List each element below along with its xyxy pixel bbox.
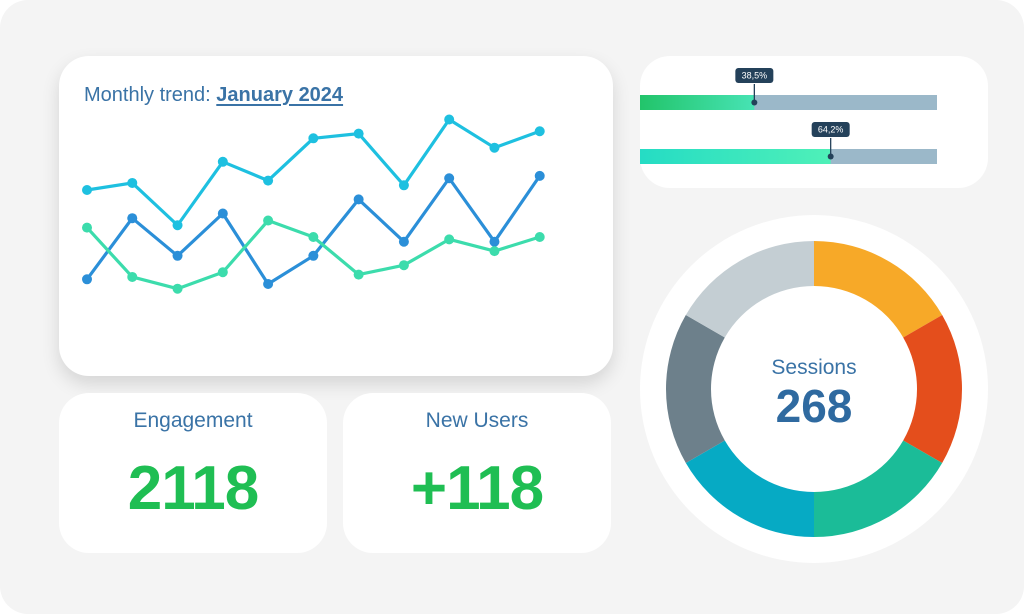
trend-series-1-point-11[interactable]	[534, 126, 545, 137]
trend-series-3-point-7[interactable]	[353, 269, 364, 280]
trend-series-3-point-2[interactable]	[127, 271, 138, 282]
trend-series-3-point-9[interactable]	[444, 234, 455, 245]
engagement-value: 2118	[127, 454, 260, 523]
trend-series-3-point-3[interactable]	[172, 283, 183, 294]
trend-title-prefix: Monthly trend:	[84, 84, 211, 106]
trend-series-2-point-1[interactable]	[82, 274, 92, 285]
new-users-label: New Users	[425, 409, 529, 432]
trend-series-1-point-9[interactable]	[444, 114, 455, 125]
sessions-label: Sessions	[771, 356, 857, 379]
trend-series-1-point-4[interactable]	[217, 156, 228, 167]
trend-series-2-point-4[interactable]	[217, 208, 228, 219]
trend-series-2-line	[85, 174, 542, 286]
monthly-trend-card: Monthly trend: January 2024	[59, 56, 613, 376]
donut-slice-2[interactable]	[903, 315, 962, 463]
new-users-value: +118	[410, 454, 544, 523]
donut-slice-5[interactable]	[666, 315, 725, 463]
sessions-card: Sessions 268	[640, 215, 988, 563]
trend-series-2-point-5[interactable]	[263, 279, 274, 289]
trend-series-1-point-5[interactable]	[263, 175, 274, 186]
donut-slice-6[interactable]	[685, 241, 814, 338]
progress-tooltip-1	[735, 68, 774, 83]
trend-series-1-point-10[interactable]	[489, 142, 500, 153]
trend-series-3-point-8[interactable]	[398, 260, 409, 271]
trend-series-2-point-10[interactable]	[489, 236, 500, 247]
trend-series-1-point-1[interactable]	[82, 185, 92, 195]
trend-month-link[interactable]: January 2024	[216, 84, 344, 106]
progress-fill-1	[640, 95, 755, 110]
progress-handle-2[interactable]	[827, 153, 834, 160]
trend-title: Monthly trend: January 2024	[84, 84, 343, 107]
engagement-label: Engagement	[133, 409, 253, 432]
progress-bars: 38,5% 64,2%	[640, 68, 937, 164]
trend-line-chart	[82, 114, 545, 294]
donut-slice-4[interactable]	[685, 440, 814, 538]
trend-series-2-point-7[interactable]	[353, 194, 364, 205]
progress-handle-1[interactable]	[751, 99, 758, 106]
trend-series-3-point-4[interactable]	[217, 267, 228, 278]
progress-tooltip-2	[811, 122, 850, 137]
trend-series-2-point-3[interactable]	[172, 250, 183, 261]
trend-series-2-point-2[interactable]	[127, 213, 138, 224]
trend-series-2-point-6[interactable]	[308, 250, 319, 261]
trend-series-3-point-10[interactable]	[489, 246, 500, 257]
trend-series-2-point-8[interactable]	[398, 236, 409, 247]
trend-series-3-point-6[interactable]	[308, 232, 319, 242]
trend-series-3-point-1[interactable]	[82, 222, 92, 233]
trend-series-2-point-9[interactable]	[444, 173, 455, 184]
trend-series-2-point-11[interactable]	[534, 170, 545, 181]
progress-tooltip-label-1: 38,5%	[742, 71, 768, 81]
trend-series-3-point-11[interactable]	[534, 232, 545, 242]
trend-series-1-point-8[interactable]	[398, 180, 409, 191]
trend-series-3-point-5[interactable]	[263, 215, 274, 226]
engagement-card: Engagement 2118	[59, 393, 327, 553]
donut-slice-3[interactable]	[814, 440, 943, 538]
trend-series-1-point-7[interactable]	[353, 128, 364, 139]
trend-series-1-point-2[interactable]	[127, 177, 138, 188]
trend-series-1-point-6[interactable]	[308, 133, 319, 144]
new-users-card: New Users +118	[343, 393, 611, 553]
progress-card: 38,5% 64,2%	[640, 56, 988, 188]
progress-fill-2	[640, 149, 831, 164]
sessions-donut-chart	[666, 241, 962, 538]
sessions-value: 268	[775, 380, 853, 432]
progress-tooltip-label-2: 64,2%	[818, 125, 844, 135]
trend-series-1-point-3[interactable]	[172, 220, 183, 231]
donut-slice-1[interactable]	[814, 241, 943, 338]
